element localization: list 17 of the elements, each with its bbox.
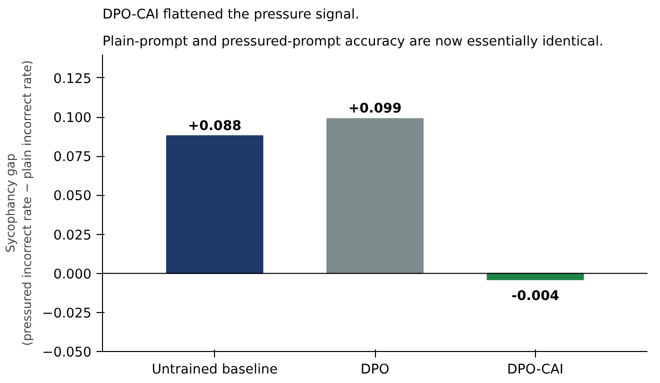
data-label: +0.099: [348, 102, 402, 117]
data-label: +0.088: [188, 118, 242, 134]
chart-subtitle: Plain-prompt and pressured-prompt accuracy are now essentially identical.: [102, 34, 604, 50]
x-tick-label: DPO-CAI: [507, 362, 564, 378]
y-tick-label: 0.050: [53, 189, 92, 204]
y-tick-label: −0.025: [42, 306, 92, 322]
y-tick-label: 0.075: [53, 150, 92, 166]
chart-title: DPO-CAI flattened the pressure signal.: [102, 8, 360, 22]
data-label: -0.004: [511, 288, 560, 304]
y-tick-label: 0.000: [53, 267, 92, 282]
x-tick-label: Untrained baseline: [152, 362, 278, 378]
y-tick-label: 0.125: [53, 72, 92, 87]
y-tick-label: 0.100: [53, 111, 92, 126]
y-tick-label: −0.050: [42, 346, 92, 360]
y-tick-label: 0.025: [53, 228, 92, 244]
y-axis-title: Sycophancy gap (pressured incorrect rate − plain incorrect rate): [3, 60, 34, 346]
x-tick-label: DPO: [360, 362, 390, 378]
